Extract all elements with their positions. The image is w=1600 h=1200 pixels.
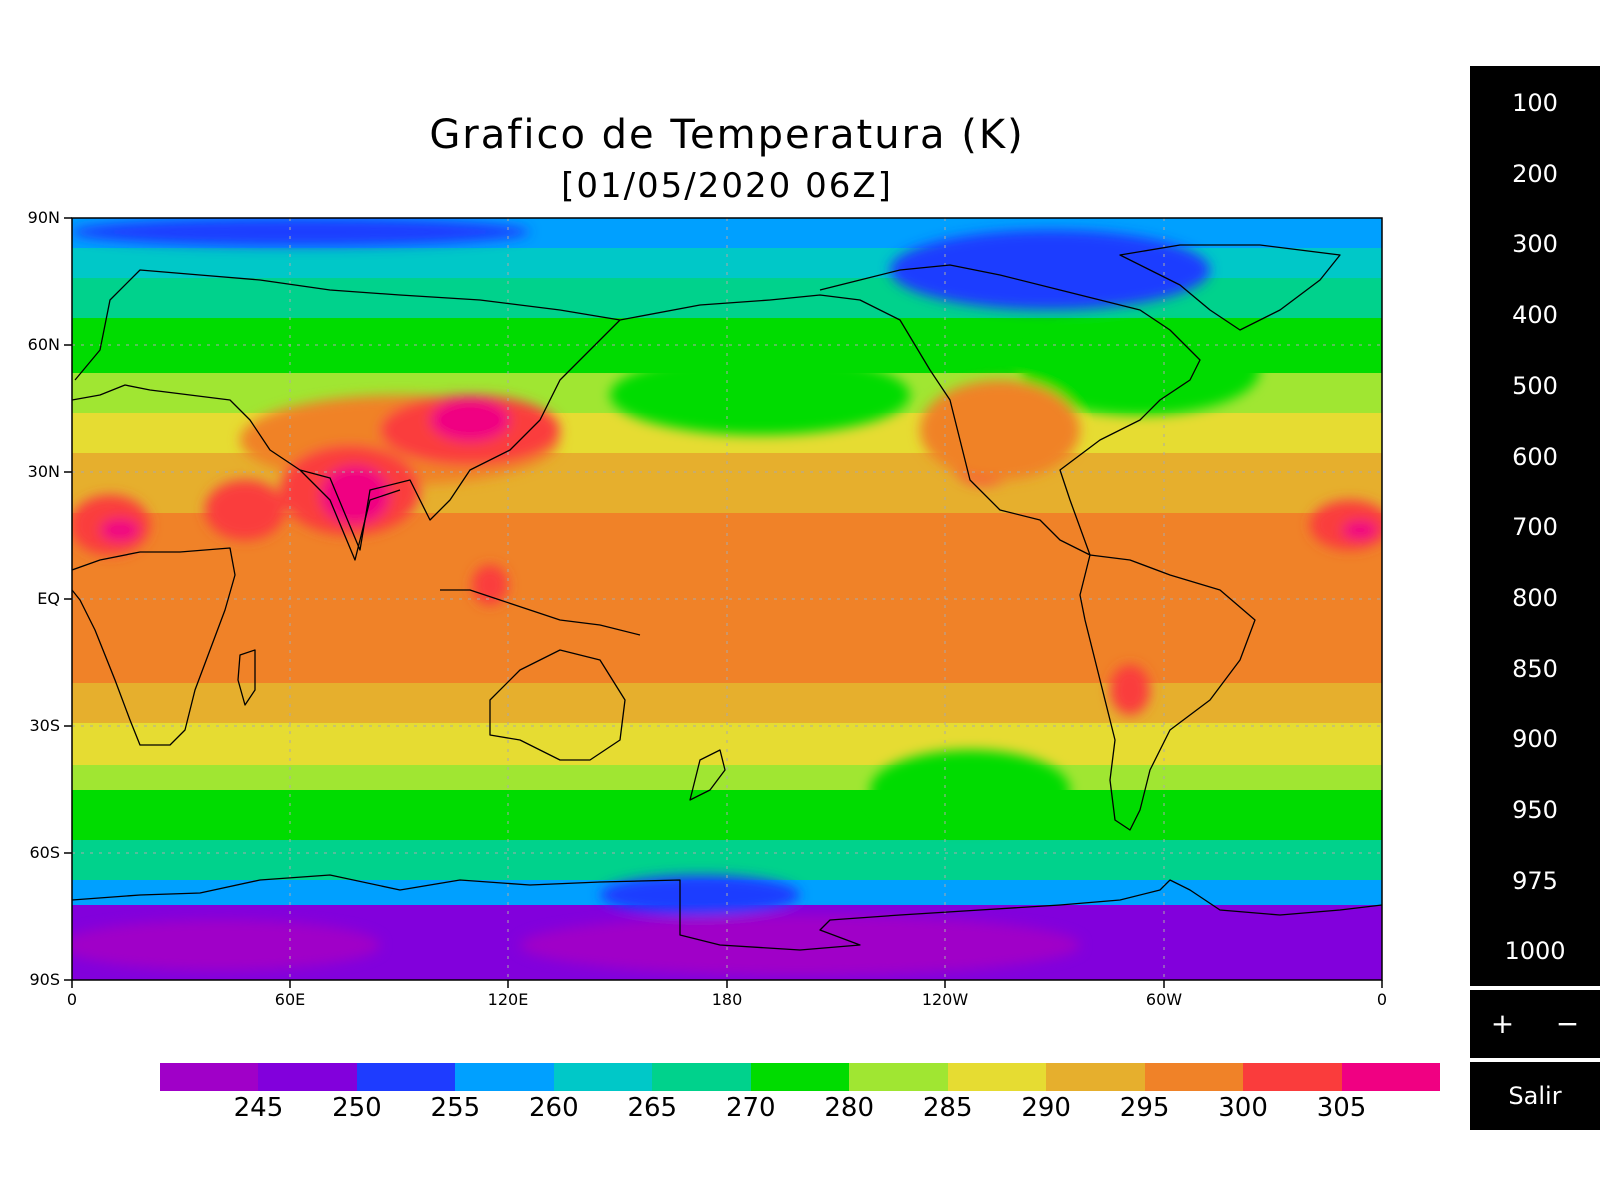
colorbar-label: 270: [725, 1093, 776, 1123]
blob-arctic-greenland: [890, 230, 1210, 310]
colorbar-label: 250: [332, 1093, 382, 1123]
colorbar-label: 290: [1021, 1093, 1071, 1123]
blob-antarctic-deep: [520, 915, 1080, 975]
colorbar: [160, 1063, 1441, 1091]
lon-label-60e: 60E: [274, 990, 306, 1009]
coast-eurasia: [72, 269, 771, 551]
lat-label-60s: 60S: [29, 843, 60, 862]
coast-new-zealand: [689, 749, 726, 801]
coast-south-america: [1079, 554, 1256, 831]
level-button-950[interactable]: 950: [1512, 796, 1558, 824]
blob-atlantic-green: [1020, 325, 1260, 415]
colorbar-swatch: [849, 1063, 948, 1091]
lat-label-60n: 60N: [27, 335, 60, 354]
lat-label-90n: 90N: [27, 208, 60, 227]
band-south-subtropic: [72, 683, 1382, 723]
level-button-975[interactable]: 975: [1512, 866, 1558, 895]
blob-antarctic-blue: [600, 875, 800, 915]
chart-subtitle: [01/05/2020 06Z]: [561, 166, 893, 206]
colorbar-swatch: [258, 1063, 357, 1091]
coast-africa: [72, 547, 236, 746]
colorbar-label: 305: [1316, 1093, 1367, 1123]
coast-india: [299, 469, 401, 561]
blob-indonesia-hot: [472, 565, 508, 605]
lon-label-120w: 120W: [921, 990, 969, 1009]
lat-label-30n: 30N: [27, 462, 60, 481]
lat-label-eq: EQ: [37, 589, 60, 608]
coast-north-america: [769, 264, 1201, 556]
lon-label-60w: 60W: [1145, 990, 1183, 1009]
colorbar-swatch: [553, 1063, 653, 1091]
level-button-400[interactable]: 400: [1512, 301, 1558, 330]
level-button-850[interactable]: 850: [1512, 654, 1558, 683]
blob-russia-cold: [72, 218, 530, 246]
level-button-500[interactable]: 500: [1512, 371, 1558, 400]
blob-mongolia-hot: [430, 398, 510, 442]
blob-india-hottest: [320, 465, 390, 525]
lon-label-0-east: 0: [1376, 990, 1388, 1009]
colorbar-swatch: [947, 1063, 1047, 1091]
level-button-300[interactable]: 300: [1512, 230, 1558, 259]
coast-greenland: [1119, 244, 1341, 331]
colorbar-label: 300: [1218, 1093, 1268, 1123]
blob-arabia-hot: [205, 480, 285, 540]
lon-label-120e: 120E: [487, 990, 529, 1009]
colorbar-label: 265: [627, 1093, 678, 1123]
coast-antarctica: [72, 874, 1382, 951]
colorbar-swatch: [356, 1063, 456, 1091]
colorbar-swatch: [455, 1063, 554, 1091]
colorbar-swatch: [1243, 1063, 1342, 1091]
colorbar-swatch: [1341, 1063, 1441, 1091]
zoom-out-button[interactable]: −: [1555, 1007, 1580, 1040]
colorbar-label: 260: [529, 1093, 579, 1123]
lon-label-180: 180: [711, 990, 743, 1009]
colorbar-label: 280: [824, 1093, 875, 1123]
colorbar-swatch: [1144, 1063, 1244, 1091]
blob-usa-warm: [920, 380, 1080, 480]
colorbar-label: 285: [922, 1093, 973, 1123]
level-button-1000[interactable]: 1000: [1504, 937, 1566, 966]
level-button-900[interactable]: 900: [1512, 725, 1558, 754]
coast-indonesia: [440, 589, 641, 636]
zoom-panel: [1470, 990, 1600, 1058]
colorbar-swatch: [652, 1063, 751, 1091]
colorbar-swatch: [1046, 1063, 1145, 1091]
level-button-600[interactable]: 600: [1512, 442, 1558, 471]
level-panel: [1470, 66, 1600, 986]
blob-antarctic-deep-2: [72, 920, 380, 970]
level-button-700[interactable]: 700: [1512, 513, 1558, 542]
level-button-800[interactable]: 800: [1512, 583, 1558, 612]
colorbar-label: 255: [430, 1093, 481, 1123]
colorbar-label: 295: [1119, 1093, 1170, 1123]
zoom-in-button[interactable]: +: [1490, 1007, 1515, 1040]
lon-label-0: 0: [66, 990, 78, 1009]
exit-button[interactable]: Salir: [1470, 1062, 1600, 1130]
colorbar-label: 245: [233, 1093, 284, 1123]
blob-pacific-green: [610, 355, 910, 435]
lat-label-90s: 90S: [29, 970, 60, 989]
level-button-200[interactable]: 200: [1512, 159, 1558, 188]
colorbar-swatch: [750, 1063, 850, 1091]
blob-south-pacific-green: [870, 750, 1070, 830]
blob-south-america-hot: [1110, 665, 1150, 715]
level-button-100[interactable]: 100: [1512, 89, 1558, 117]
coast-australia: [489, 649, 626, 761]
colorbar-swatch: [160, 1063, 259, 1091]
blob-atlantic-warm-core: [1342, 520, 1378, 540]
chart-title: Grafico de Temperatura (K): [429, 112, 1025, 158]
blob-sahara-west-core: [100, 518, 140, 542]
coast-madagascar: [237, 649, 256, 706]
lat-label-30s: 30S: [29, 716, 60, 735]
